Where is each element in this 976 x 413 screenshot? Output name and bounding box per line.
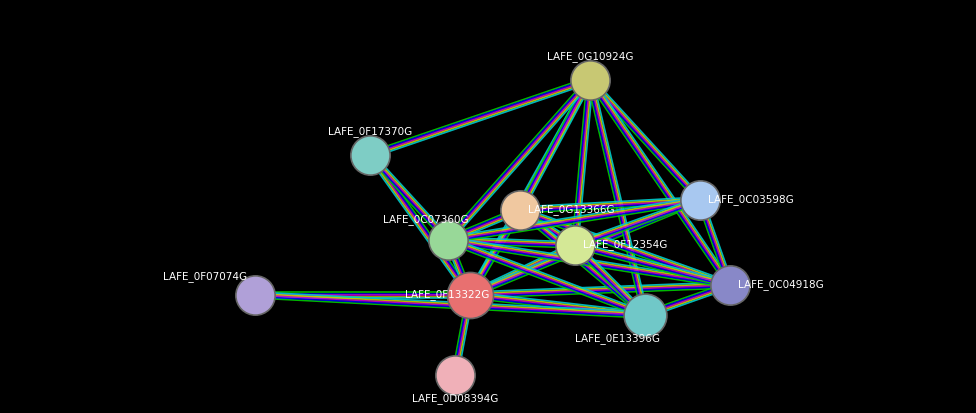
Point <box>447 372 463 378</box>
Point <box>362 152 378 158</box>
Text: LAFE_0F12354G: LAFE_0F12354G <box>583 240 668 250</box>
Text: LAFE_0E13396G: LAFE_0E13396G <box>575 333 660 344</box>
Text: LAFE_0C03598G: LAFE_0C03598G <box>708 195 793 205</box>
Point <box>637 312 653 318</box>
Text: LAFE_0C04918G: LAFE_0C04918G <box>738 280 824 290</box>
Point <box>247 292 263 298</box>
Text: LAFE_0D08394G: LAFE_0D08394G <box>412 393 498 404</box>
Point <box>567 242 583 248</box>
Point <box>722 282 738 288</box>
Text: LAFE_0F17370G: LAFE_0F17370G <box>328 126 412 137</box>
Text: LAFE_0C07360G: LAFE_0C07360G <box>383 214 468 225</box>
Text: LAFE_0F13322G: LAFE_0F13322G <box>405 290 489 300</box>
Text: LAFE_0F07074G: LAFE_0F07074G <box>163 271 247 282</box>
Point <box>583 77 598 83</box>
Text: LAFE_0G13366G: LAFE_0G13366G <box>528 204 615 216</box>
Point <box>692 197 708 203</box>
Point <box>512 206 528 213</box>
Point <box>463 292 478 298</box>
Point <box>440 237 456 243</box>
Text: LAFE_0G10924G: LAFE_0G10924G <box>547 51 633 62</box>
